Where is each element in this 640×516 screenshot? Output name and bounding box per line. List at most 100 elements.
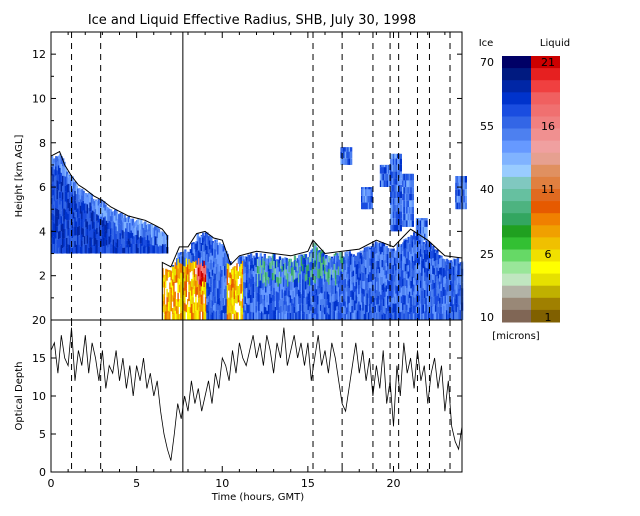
lower-cloud-cell [360, 251, 362, 253]
colorbar-ice-scale [502, 56, 531, 323]
lower-cloud-cell [172, 265, 174, 266]
lower-cloud-cell [440, 256, 442, 258]
ice-patch-cell [412, 200, 414, 207]
colorbar-ice-swatch [502, 225, 531, 238]
ice-patch-cell [400, 178, 402, 185]
ice-patch-cell [400, 192, 402, 199]
ice-patch-cell [400, 225, 402, 232]
colorbar-liquid-swatch [531, 68, 560, 81]
ice-patch-cell [412, 180, 414, 187]
ice-patch-cell [350, 152, 352, 159]
lower-cloud-cell [346, 251, 348, 254]
colorbar-ice-swatch [502, 129, 531, 142]
colorbar-liquid-tick-label: 21 [541, 56, 555, 69]
colorbar-liquid-swatch [531, 262, 560, 275]
optical-depth-y-tick-label: 15 [32, 352, 46, 365]
heatmap-y-tick-label: 6 [39, 181, 46, 194]
colorbar-liquid-swatch [531, 153, 560, 166]
lower-cloud-cell [331, 257, 333, 258]
colorbar-ice-swatch [502, 165, 531, 178]
colorbar-ice-swatch [502, 298, 531, 311]
lower-cloud-cell [457, 258, 459, 262]
colorbar-liquid-swatch [531, 165, 560, 178]
time-x-tick-label: 15 [301, 477, 315, 490]
colorbar-ice-swatch [502, 262, 531, 275]
ice-patch-cell [465, 176, 467, 183]
lower-cloud-cell [316, 247, 318, 248]
colorbar-liquid-tick-label: 11 [541, 183, 555, 196]
ice-patch-cell [412, 187, 414, 194]
colorbar-ice-swatch [502, 117, 531, 130]
ice-patch-cell [412, 220, 414, 227]
ice-patch-cell [465, 183, 467, 190]
colorbar-liquid-swatch [531, 298, 560, 311]
ice-patch-cell [465, 196, 467, 203]
ice-patch-cell [400, 211, 402, 218]
lower-cloud-cell [216, 240, 218, 243]
ice-patch-cell [400, 158, 402, 165]
ice-cloud-cell [161, 231, 163, 232]
colorbar-ice-swatch [502, 56, 531, 69]
colorbar-ice-swatch [502, 310, 531, 323]
lower-cloud-cell [184, 249, 186, 251]
heatmap-y-tick-label: 2 [39, 270, 46, 283]
ice-patch-cell [400, 198, 402, 205]
colorbar-ice-tick-label: 25 [480, 248, 494, 261]
colorbar-ice-label: Ice [479, 38, 494, 49]
lower-cloud-cell [368, 247, 370, 249]
colorbar-ice-swatch [502, 250, 531, 263]
colorbar-ice-swatch [502, 286, 531, 299]
lower-cloud-cell [405, 238, 407, 239]
time-x-tick-label: 20 [387, 477, 401, 490]
ice-patch-cell [400, 218, 402, 225]
ice-patch-cell [400, 165, 402, 172]
colorbar-liquid-swatch [531, 225, 560, 238]
ice-patch-cell [350, 147, 352, 151]
colorbar-ice-tick-label: 40 [480, 183, 494, 196]
heatmap-y-tick-label: 12 [32, 48, 46, 61]
colorbar-ice-swatch [502, 274, 531, 287]
optical-depth-y-tick-label: 10 [32, 390, 46, 403]
colorbar-ice-swatch [502, 177, 531, 190]
lower-cloud-cell [294, 256, 296, 261]
ice-patch-cell [400, 172, 402, 179]
lower-cloud-cell [247, 254, 249, 255]
ice-patch-cell [412, 207, 414, 214]
colorbar-liquid-tick-label: 6 [545, 248, 552, 261]
colorbar-ice-swatch [502, 104, 531, 117]
optical-depth-y-tick-label: 20 [32, 314, 46, 327]
heatmap-y-tick-label: 8 [39, 137, 46, 150]
ice-cloud-cell [95, 200, 97, 201]
time-x-tick-label: 0 [48, 477, 55, 490]
ice-patch-cell [412, 214, 414, 221]
ice-patch-cell [400, 205, 402, 212]
lower-cloud-cell [286, 258, 288, 260]
heatmap-y-axis-label: Height [km AGL] [14, 135, 25, 218]
ice-cloud-cell [158, 229, 160, 233]
colorbar-ice-tick-label: 70 [480, 56, 494, 69]
optical-depth-y-tick-label: 0 [39, 466, 46, 479]
colorbar-ice-swatch [502, 237, 531, 250]
colorbar-ice-swatch [502, 189, 531, 202]
colorbar-ice-swatch [502, 153, 531, 166]
colorbar-ice-swatch [502, 213, 531, 226]
colorbar-liquid-swatch [531, 213, 560, 226]
lower-cloud-cell [376, 242, 378, 243]
colorbar-ice-tick-label: 10 [480, 311, 494, 324]
colorbar-liquid-tick-label: 1 [545, 311, 552, 324]
colorbar-ice-swatch [502, 80, 531, 93]
time-x-axis-label: Time (hours, GMT) [211, 492, 305, 503]
ice-cloud-cell [85, 193, 87, 194]
colorbar-ice-swatch [502, 92, 531, 105]
colorbar-ice-swatch [502, 68, 531, 81]
ice-patch-cell [465, 189, 467, 196]
heatmap-y-tick-label: 4 [39, 225, 46, 238]
colorbar-ice-swatch [502, 201, 531, 214]
ice-patch-cell [412, 174, 414, 181]
colorbar-liquid-swatch [531, 201, 560, 214]
ice-cloud-cell [144, 222, 146, 223]
heatmap-y-tick-label: 10 [32, 92, 46, 105]
colorbar-liquid-swatch [531, 104, 560, 117]
chart-title: Ice and Liquid Effective Radius, SHB, Ju… [88, 13, 416, 28]
